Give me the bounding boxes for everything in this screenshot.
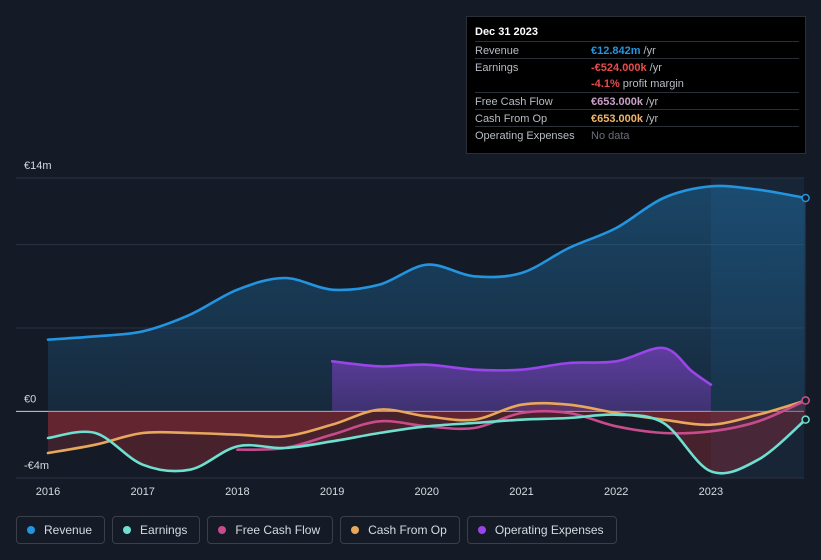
- x-tick-label: 2022: [604, 486, 628, 498]
- series-area-operating-expenses: [332, 347, 711, 412]
- legend-item-operating-expenses[interactable]: Operating Expenses: [466, 516, 617, 544]
- legend-label: Cash From Op: [368, 523, 447, 537]
- tooltip-value: €653.000k/yr: [591, 96, 659, 108]
- tooltip-label: Earnings: [475, 62, 519, 74]
- tooltip-row-cash-from-op: Cash From Op €653.000k/yr: [475, 109, 799, 127]
- series-line-revenue: [46, 184, 807, 341]
- legend-dot-icon: [218, 526, 227, 534]
- y-tick-label: €14m: [24, 160, 52, 172]
- tooltip-date: Dec 31 2023: [475, 26, 538, 38]
- legend-label: Free Cash Flow: [235, 523, 321, 537]
- y-tick-label: €0: [24, 393, 36, 405]
- series-line-operating-expenses: [330, 346, 713, 386]
- tooltip-value: €653.000k/yr: [591, 113, 659, 125]
- y-tick-label: -€4m: [24, 460, 49, 472]
- end-marker-free-cash-flow: [801, 396, 810, 405]
- x-tick-label: 2020: [415, 486, 439, 498]
- tooltip-row-free-cash-flow: Free Cash Flow €653.000k/yr: [475, 92, 799, 110]
- legend-dot-icon: [27, 526, 35, 534]
- legend-label: Operating Expenses: [494, 523, 604, 537]
- legend-item-earnings[interactable]: Earnings: [112, 516, 201, 544]
- series-line-earnings: [46, 413, 807, 475]
- tooltip-row-operating-expenses: Operating Expenses No data: [475, 126, 799, 144]
- tooltip-label: Free Cash Flow: [475, 96, 553, 108]
- end-marker-revenue: [801, 193, 810, 203]
- tooltip-value: No data: [591, 130, 630, 142]
- tooltip-label: Revenue: [475, 45, 520, 57]
- end-marker-earnings: [801, 415, 810, 424]
- legend-item-free-cash-flow[interactable]: Free Cash Flow: [207, 516, 334, 544]
- tooltip-label: Cash From Op: [475, 113, 548, 125]
- series-area-cash-from-op: [48, 400, 806, 453]
- legend-dot-icon: [351, 526, 360, 534]
- tooltip-row-earnings: Earnings -€524.000k/yr: [475, 58, 799, 76]
- series-line-free-cash-flow: [236, 399, 807, 451]
- tooltip-value: -€524.000k/yr: [591, 62, 662, 74]
- legend-dot-icon: [477, 526, 486, 534]
- tooltip-label: Operating Expenses: [475, 130, 575, 142]
- x-tick-label: 2019: [320, 486, 344, 498]
- legend-item-cash-from-op[interactable]: Cash From Op: [340, 516, 460, 544]
- x-tick-label: 2016: [36, 486, 60, 498]
- tooltip-value: €12.842m/yr: [591, 45, 656, 57]
- series-line-cash-from-op: [46, 399, 807, 455]
- x-tick-label: 2018: [225, 486, 249, 498]
- legend-label: Earnings: [140, 523, 188, 537]
- x-tick-label: 2021: [509, 486, 533, 498]
- legend-label: Revenue: [44, 523, 93, 537]
- series-area-revenue: [48, 185, 806, 412]
- series-area-earnings: [48, 411, 806, 474]
- tooltip-row-revenue: Revenue €12.842m/yr: [475, 41, 799, 59]
- x-tick-label: 2023: [699, 486, 723, 498]
- legend-dot-icon: [123, 526, 132, 534]
- legend-item-revenue[interactable]: Revenue: [16, 516, 106, 544]
- tooltip-profit-margin: -4.1% profit margin: [591, 78, 684, 90]
- x-tick-label: 2017: [130, 486, 154, 498]
- tooltip: Dec 31 2023 Revenue €12.842m/yr Earnings…: [466, 16, 806, 154]
- legend: Revenue Earnings Free Cash Flow Cash Fro…: [16, 516, 617, 546]
